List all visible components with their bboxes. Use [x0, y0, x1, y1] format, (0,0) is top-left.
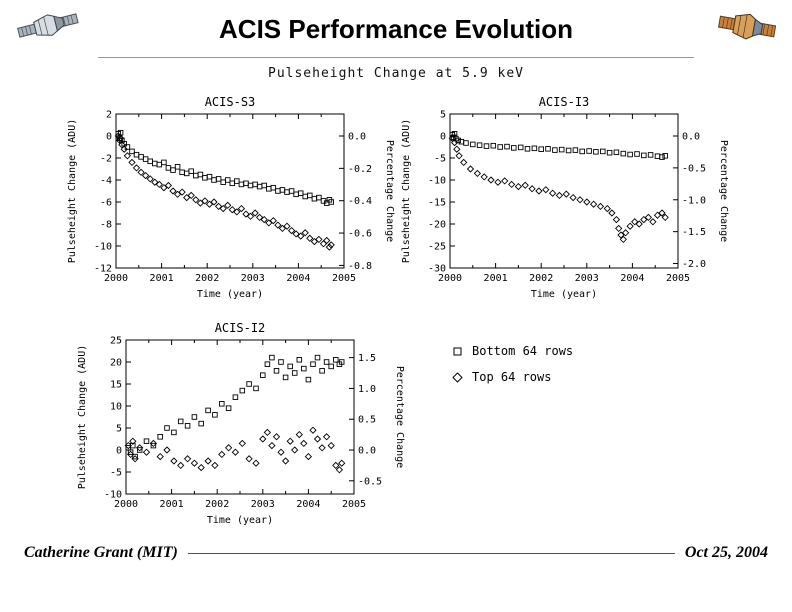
svg-text:2002: 2002 [195, 273, 219, 284]
footer: Catherine Grant (MIT) Oct 25, 2004 [24, 544, 768, 562]
svg-text:0.0: 0.0 [348, 132, 366, 143]
footer-author: Catherine Grant (MIT) [24, 544, 178, 561]
svg-text:10: 10 [110, 402, 122, 413]
acis-i2-plot: 2000 2001 2002 2003 2004 2005 25 20 15 10 5 0 -5 -10 1… [77, 321, 405, 526]
svg-text:Pulseheight Change (ADU): Pulseheight Change (ADU) [77, 345, 88, 490]
svg-text:-5: -5 [434, 154, 446, 165]
svg-text:-15: -15 [428, 198, 446, 209]
svg-text:Pulseheight Change (ADU): Pulseheight Change (ADU) [401, 119, 412, 264]
svg-text:Time (year): Time (year) [197, 289, 263, 300]
svg-text:2: 2 [106, 110, 112, 121]
legend: Bottom 64 rows Top 64 rows [452, 344, 573, 396]
svg-text:-10: -10 [104, 490, 122, 501]
svg-text:-30: -30 [428, 264, 446, 275]
svg-text:Pulseheight Change (ADU): Pulseheight Change (ADU) [67, 119, 78, 264]
svg-text:0: 0 [440, 132, 446, 143]
svg-text:Percentage Change: Percentage Change [384, 140, 395, 242]
svg-text:2003: 2003 [251, 499, 275, 510]
footer-date: Oct 25, 2004 [684, 544, 768, 561]
svg-text:-12: -12 [94, 264, 112, 275]
svg-text:0: 0 [116, 446, 122, 457]
svg-text:0.0: 0.0 [358, 446, 376, 457]
svg-text:0.5: 0.5 [358, 415, 376, 426]
svg-text:2001: 2001 [160, 499, 184, 510]
svg-text:5: 5 [116, 424, 122, 435]
svg-text:-0.5: -0.5 [358, 476, 382, 487]
svg-text:2002: 2002 [529, 273, 553, 284]
svg-text:20: 20 [110, 358, 122, 369]
acis-i3-plot: 2000 2001 2002 2003 2004 2005 5 0 -5 -10 -15 -20 -25… [401, 95, 729, 300]
chart-acis-s3: 2000 2001 2002 2003 2004 2005 2 0 -2 -4 -6 -8 -10 -12… [58, 92, 398, 318]
svg-text:ACIS-I2: ACIS-I2 [215, 321, 266, 335]
square-marker-icon [452, 346, 463, 357]
svg-text:2000: 2000 [114, 499, 138, 510]
svg-text:2003: 2003 [575, 273, 599, 284]
chart-acis-i3: 2000 2001 2002 2003 2004 2005 5 0 -5 -10 -15 -20 -25… [392, 92, 732, 318]
svg-text:2005: 2005 [332, 273, 356, 284]
svg-text:-10: -10 [94, 242, 112, 253]
diamond-marker-icon [452, 371, 463, 383]
svg-text:ACIS-I3: ACIS-I3 [539, 95, 590, 109]
svg-text:-2: -2 [100, 154, 112, 165]
svg-text:Time (year): Time (year) [531, 289, 597, 300]
svg-text:-6: -6 [100, 198, 112, 209]
slide-title: ACIS Performance Evolution [219, 14, 573, 44]
svg-text:Time (year): Time (year) [207, 515, 273, 526]
svg-text:2002: 2002 [205, 499, 229, 510]
slide-subtitle: Pulseheight Change at 5.9 keV [268, 66, 524, 81]
chart-acis-i2: 2000 2001 2002 2003 2004 2005 25 20 15 10 5 0 -5 -10 1… [68, 318, 408, 544]
svg-text:-0.2: -0.2 [348, 164, 372, 175]
svg-text:-4: -4 [100, 176, 112, 187]
legend-item-top-rows: Top 64 rows [452, 370, 573, 384]
svg-text:2004: 2004 [296, 499, 320, 510]
svg-text:2001: 2001 [484, 273, 508, 284]
svg-text:-0.5: -0.5 [682, 163, 706, 174]
svg-text:-0.4: -0.4 [348, 196, 372, 207]
legend-label: Bottom 64 rows [472, 344, 574, 358]
svg-text:-5: -5 [110, 468, 122, 479]
svg-text:-20: -20 [428, 220, 446, 231]
svg-text:ACIS-S3: ACIS-S3 [205, 95, 256, 109]
svg-text:-0.8: -0.8 [348, 261, 372, 272]
svg-text:-2.0: -2.0 [682, 259, 706, 270]
svg-text:5: 5 [440, 110, 446, 121]
svg-text:2005: 2005 [666, 273, 690, 284]
chandra-spacecraft-icon-left [16, 6, 80, 50]
legend-label: Top 64 rows [472, 370, 552, 384]
svg-text:0: 0 [106, 132, 112, 143]
svg-text:2005: 2005 [342, 499, 366, 510]
svg-text:-1.5: -1.5 [682, 227, 706, 238]
svg-text:-8: -8 [100, 220, 112, 231]
acis-s3-plot: 2000 2001 2002 2003 2004 2005 2 0 -2 -4 -6 -8 -10 -12… [67, 95, 395, 300]
svg-text:2003: 2003 [241, 273, 265, 284]
svg-text:-25: -25 [428, 242, 446, 253]
legend-item-bottom-rows: Bottom 64 rows [452, 344, 573, 358]
title-underline [98, 57, 694, 58]
footer-divider [187, 552, 675, 554]
svg-text:25: 25 [110, 336, 122, 347]
svg-text:15: 15 [110, 380, 122, 391]
svg-text:Percentage Change: Percentage Change [718, 140, 729, 242]
svg-text:-10: -10 [428, 176, 446, 187]
svg-text:1.0: 1.0 [358, 384, 376, 395]
svg-text:-1.0: -1.0 [682, 195, 706, 206]
svg-text:Percentage Change: Percentage Change [394, 366, 405, 468]
chandra-spacecraft-icon-right [717, 6, 777, 52]
svg-text:2001: 2001 [150, 273, 174, 284]
svg-text:1.5: 1.5 [358, 353, 376, 364]
svg-text:0.0: 0.0 [682, 132, 700, 143]
svg-text:-0.6: -0.6 [348, 229, 372, 240]
svg-text:2000: 2000 [104, 273, 128, 284]
svg-text:2000: 2000 [438, 273, 462, 284]
svg-text:2004: 2004 [620, 273, 644, 284]
svg-text:2004: 2004 [286, 273, 310, 284]
